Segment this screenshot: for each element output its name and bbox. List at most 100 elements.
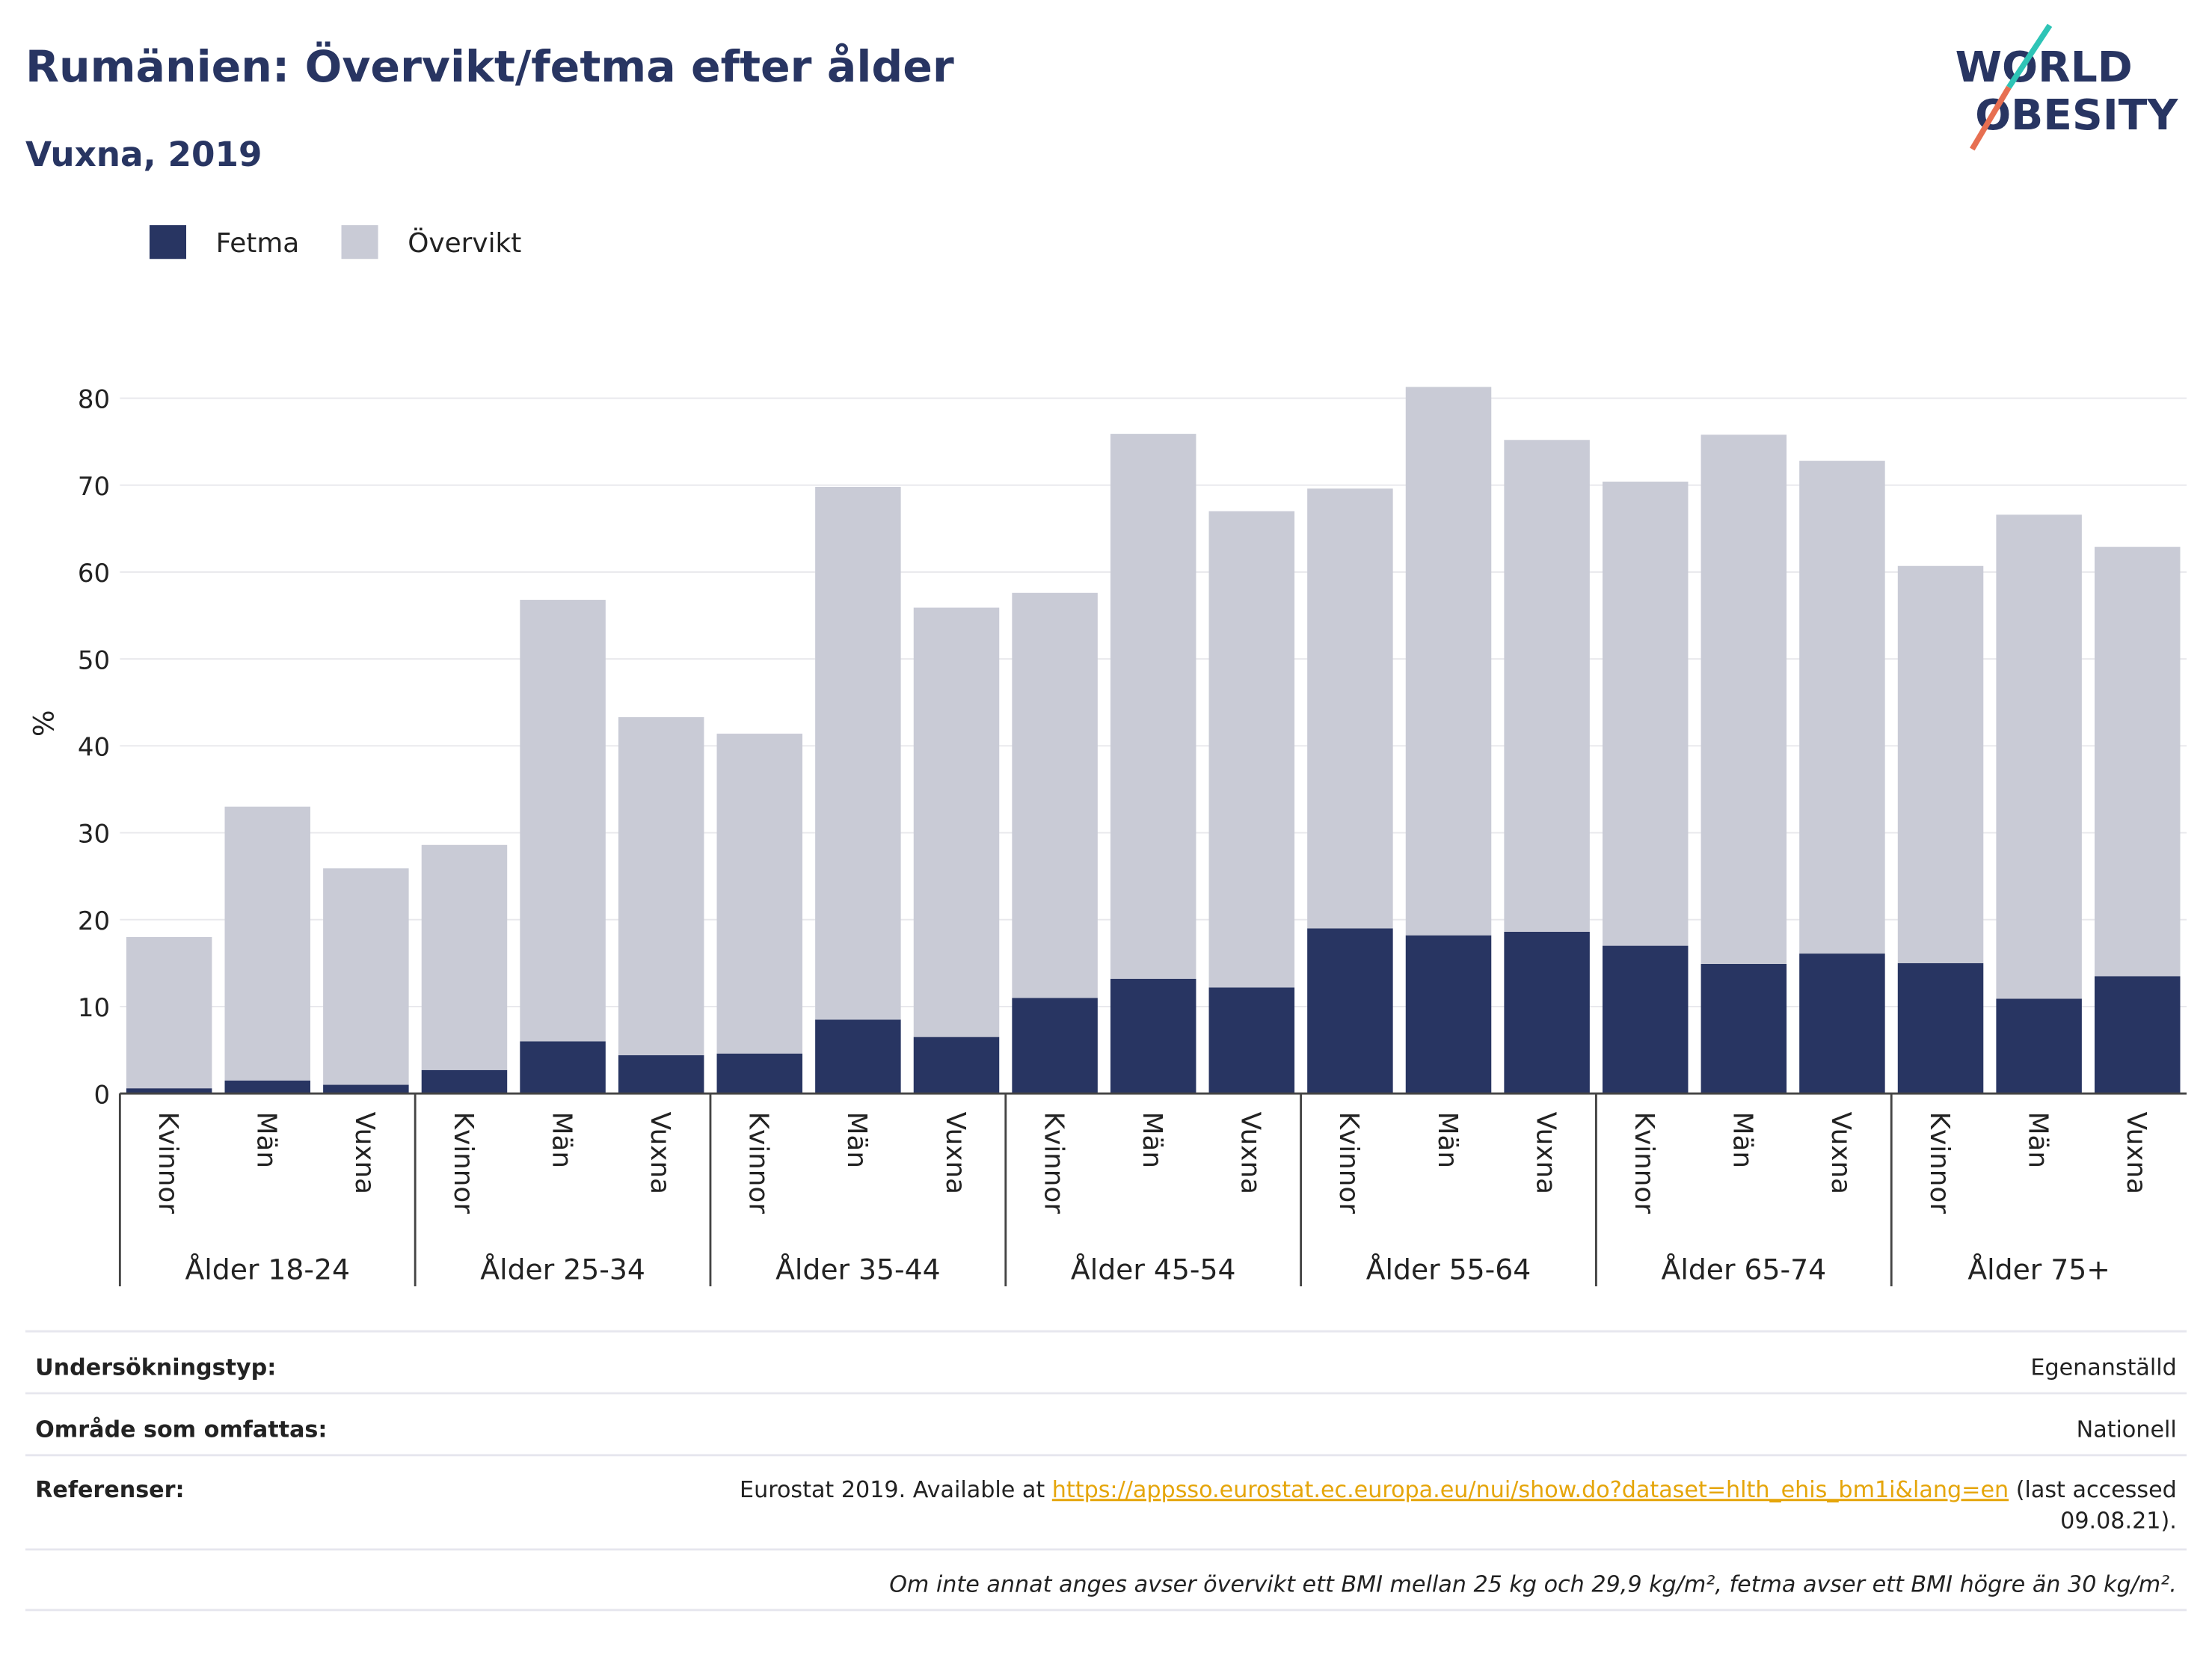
bar <box>323 1084 409 1094</box>
x-tick-label: Män <box>546 1112 577 1168</box>
x-tick-label: Män <box>841 1112 872 1168</box>
row-label: Undersökningstyp: <box>35 1355 276 1381</box>
reference-text: Eurostat 2019. Available at <box>740 1477 1045 1503</box>
legend-swatch <box>341 225 378 260</box>
x-tick-label: Män <box>2022 1112 2053 1168</box>
y-tick-label: 10 <box>78 993 110 1022</box>
y-tick-label: 40 <box>78 733 110 762</box>
row-value: Egenanställd <box>2030 1355 2176 1381</box>
logo-slash <box>1970 85 2012 151</box>
x-tick-label: Vuxna <box>349 1112 380 1194</box>
bar <box>1012 592 1098 998</box>
bar <box>913 1037 1000 1094</box>
x-tick-label: Kvinnor <box>1924 1112 1955 1215</box>
logo-text: WORLD <box>1956 43 2133 92</box>
bar <box>520 600 606 1042</box>
group-label: Ålder 18-24 <box>185 1253 350 1286</box>
note: Om inte annat anges avser övervikt ett B… <box>889 1571 2177 1597</box>
y-tick-label: 20 <box>78 906 110 936</box>
x-tick-label: Kvinnor <box>1333 1112 1364 1215</box>
bar <box>224 806 311 1081</box>
group-label: Ålder 55-64 <box>1366 1253 1531 1286</box>
x-tick-label: Kvinnor <box>448 1112 479 1215</box>
logo-text: OBESITY <box>1975 91 2178 140</box>
bar <box>1996 998 2082 1094</box>
bar <box>1799 461 1885 954</box>
bar <box>1701 435 1787 965</box>
bar <box>1504 440 1590 933</box>
bar <box>1208 511 1295 988</box>
group-label: Ålder 75+ <box>1967 1253 2110 1286</box>
y-tick-label: 70 <box>78 472 110 501</box>
x-tick-label: Vuxna <box>645 1112 675 1194</box>
bar <box>126 936 212 1089</box>
bar <box>1701 964 1787 1094</box>
bar <box>815 1019 901 1094</box>
bar <box>1405 935 1492 1094</box>
y-tick-label: 60 <box>78 559 110 588</box>
chart-subtitle: Vuxna, 2019 <box>25 135 262 174</box>
bar <box>913 607 1000 1037</box>
bar <box>1602 482 1689 946</box>
reference: Eurostat 2019. Available at https://apps… <box>740 1477 2177 1503</box>
bar <box>1110 434 1196 979</box>
bar <box>618 716 704 1056</box>
x-tick-label: Vuxna <box>1530 1112 1561 1194</box>
bar <box>520 1041 606 1094</box>
x-tick-label: Män <box>1432 1112 1463 1168</box>
bar <box>1602 945 1689 1094</box>
bar <box>1405 387 1492 936</box>
x-tick-label: Vuxna <box>2121 1112 2151 1194</box>
logo: WORLD OBESITY <box>1956 23 2178 151</box>
bar <box>421 1069 508 1094</box>
x-tick-label: Vuxna <box>940 1112 971 1194</box>
bar <box>126 1088 212 1094</box>
row-label: Område som omfattas: <box>35 1416 327 1443</box>
logo-slash <box>2006 23 2053 89</box>
bar <box>1012 998 1098 1094</box>
group-label: Ålder 65-74 <box>1662 1253 1827 1286</box>
bar <box>716 734 803 1054</box>
x-tick-label: Män <box>1137 1112 1167 1168</box>
bar <box>1897 565 1984 963</box>
x-tick-label: Män <box>251 1112 282 1168</box>
bar <box>1996 515 2082 999</box>
bar <box>1110 978 1196 1094</box>
group-label: Ålder 45-54 <box>1071 1253 1236 1286</box>
y-tick-label: 0 <box>94 1080 111 1109</box>
legend-label: Övervikt <box>408 227 521 259</box>
bar <box>2094 547 2181 977</box>
x-tick-label: Vuxna <box>1825 1112 1856 1194</box>
bar <box>1897 962 1984 1094</box>
chart-title: Rumänien: Övervikt/fetma efter ålder <box>25 40 954 92</box>
legend-label: Fetma <box>216 228 300 259</box>
bar <box>1799 954 1885 1094</box>
x-tick-label: Kvinnor <box>153 1112 183 1215</box>
x-tick-label: Vuxna <box>1235 1112 1266 1194</box>
reference-text: 09.08.21). <box>2060 1508 2177 1535</box>
x-tick-label: Kvinnor <box>1038 1112 1069 1215</box>
bar <box>1307 488 1393 929</box>
reference-text: (last accessed <box>2016 1477 2177 1503</box>
y-tick-label: 30 <box>78 820 110 849</box>
row-value: Nationell <box>2077 1416 2177 1443</box>
group-label: Ålder 25-34 <box>480 1253 645 1286</box>
y-tick-label: 50 <box>78 645 110 675</box>
y-axis-label: % <box>28 710 61 737</box>
bar <box>323 868 409 1085</box>
y-tick-label: 80 <box>78 385 110 414</box>
x-tick-label: Män <box>1727 1112 1758 1168</box>
bar <box>2094 976 2181 1094</box>
bar <box>1307 928 1393 1094</box>
bar <box>1504 932 1590 1094</box>
bar <box>224 1080 311 1094</box>
bar <box>716 1053 803 1094</box>
bar <box>1208 987 1295 1094</box>
bar <box>421 844 508 1070</box>
bar <box>618 1055 704 1094</box>
x-tick-label: Kvinnor <box>1629 1112 1659 1215</box>
reference-link[interactable]: https://appsso.eurostat.ec.europa.eu/nui… <box>1052 1477 2009 1503</box>
bar <box>815 486 901 1020</box>
